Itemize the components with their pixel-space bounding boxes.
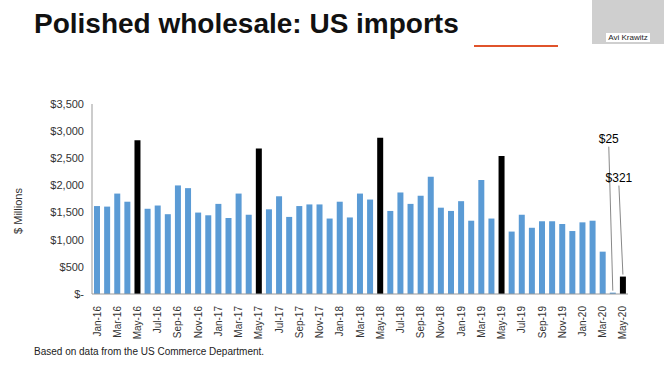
html-text:$ Millions: $ Millions <box>12 188 24 234</box>
svg-text:Mar-20: Mar-20 <box>597 306 608 338</box>
svg-text:$25: $25 <box>599 132 619 146</box>
svg-text:$3,500: $3,500 <box>50 98 84 110</box>
svg-text:Jan-20: Jan-20 <box>577 306 588 337</box>
svg-text:May-17: May-17 <box>253 306 264 340</box>
svg-text:May-18: May-18 <box>375 306 386 340</box>
svg-text:Mar-18: Mar-18 <box>355 306 366 338</box>
svg-text:Nov-17: Nov-17 <box>314 306 325 339</box>
svg-text:Jan-19: Jan-19 <box>456 306 467 337</box>
svg-text:$1,500: $1,500 <box>50 206 84 218</box>
svg-text:$3,000: $3,000 <box>50 125 84 137</box>
svg-text:May-20: May-20 <box>617 306 628 340</box>
svg-text:Nov-16: Nov-16 <box>193 306 204 339</box>
svg-text:Jan-17: Jan-17 <box>213 306 224 337</box>
svg-text:Sep-18: Sep-18 <box>415 306 426 339</box>
svg-text:Jul-18: Jul-18 <box>395 306 406 334</box>
svg-text:Mar-16: Mar-16 <box>112 306 123 338</box>
svg-text:Mar-19: Mar-19 <box>476 306 487 338</box>
svg-text:$321: $321 <box>606 171 633 185</box>
svg-text:$2,000: $2,000 <box>50 179 84 191</box>
svg-text:Nov-18: Nov-18 <box>435 306 446 339</box>
svg-text:$2,500: $2,500 <box>50 152 84 164</box>
svg-text:Sep-16: Sep-16 <box>172 306 183 339</box>
svg-text:Nov-19: Nov-19 <box>557 306 568 339</box>
svg-text:Mar-17: Mar-17 <box>233 306 244 338</box>
html-text:Avi Krawitz: Avi Krawitz <box>608 33 648 42</box>
svg-text:Jul-19: Jul-19 <box>516 306 527 334</box>
svg-text:Jan-18: Jan-18 <box>334 306 345 337</box>
svg-text:May-16: May-16 <box>132 306 143 340</box>
html-text:Polished wholesale: US imports: Polished wholesale: US imports <box>34 8 459 39</box>
svg-text:$500: $500 <box>60 261 84 273</box>
svg-text:Sep-17: Sep-17 <box>294 306 305 339</box>
svg-text:$-: $- <box>74 288 84 300</box>
svg-text:Jan-16: Jan-16 <box>92 306 103 337</box>
svg-text:Jul-17: Jul-17 <box>274 306 285 334</box>
svg-text:$1,000: $1,000 <box>50 234 84 246</box>
svg-text:Sep-19: Sep-19 <box>537 306 548 339</box>
svg-text:Jul-16: Jul-16 <box>152 306 163 334</box>
html-text:Based on data from the US Comm: Based on data from the US Commerce Depar… <box>34 346 265 357</box>
svg-text:May-19: May-19 <box>496 306 507 340</box>
